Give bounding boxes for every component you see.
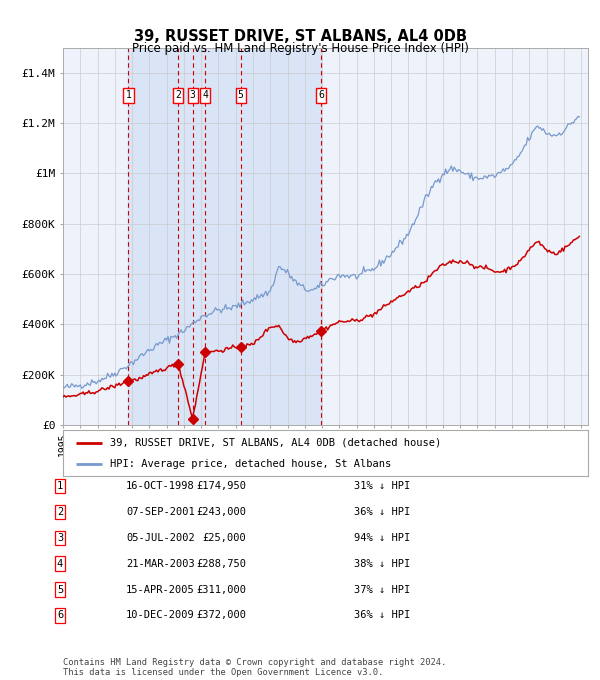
Text: 31% ↓ HPI: 31% ↓ HPI — [354, 481, 410, 491]
Text: 3: 3 — [57, 533, 63, 543]
Text: HPI: Average price, detached house, St Albans: HPI: Average price, detached house, St A… — [110, 460, 392, 469]
Text: £243,000: £243,000 — [196, 507, 246, 517]
Text: £372,000: £372,000 — [196, 611, 246, 620]
Text: 3: 3 — [190, 90, 196, 101]
Text: 16-OCT-1998: 16-OCT-1998 — [126, 481, 195, 491]
Text: Contains HM Land Registry data © Crown copyright and database right 2024.
This d: Contains HM Land Registry data © Crown c… — [63, 658, 446, 677]
Text: £174,950: £174,950 — [196, 481, 246, 491]
Text: 94% ↓ HPI: 94% ↓ HPI — [354, 533, 410, 543]
Text: 07-SEP-2001: 07-SEP-2001 — [126, 507, 195, 517]
Text: 37% ↓ HPI: 37% ↓ HPI — [354, 585, 410, 594]
Text: 6: 6 — [318, 90, 324, 101]
Text: 2: 2 — [175, 90, 181, 101]
Text: £311,000: £311,000 — [196, 585, 246, 594]
Text: 39, RUSSET DRIVE, ST ALBANS, AL4 0DB (detached house): 39, RUSSET DRIVE, ST ALBANS, AL4 0DB (de… — [110, 438, 442, 447]
Text: 2: 2 — [57, 507, 63, 517]
Text: 36% ↓ HPI: 36% ↓ HPI — [354, 507, 410, 517]
Text: 6: 6 — [57, 611, 63, 620]
Text: Price paid vs. HM Land Registry's House Price Index (HPI): Price paid vs. HM Land Registry's House … — [131, 42, 469, 55]
Text: £25,000: £25,000 — [202, 533, 246, 543]
Text: 38% ↓ HPI: 38% ↓ HPI — [354, 559, 410, 568]
Text: 4: 4 — [202, 90, 208, 101]
Text: 5: 5 — [57, 585, 63, 594]
Text: 5: 5 — [238, 90, 244, 101]
Text: 4: 4 — [57, 559, 63, 568]
Text: 39, RUSSET DRIVE, ST ALBANS, AL4 0DB: 39, RUSSET DRIVE, ST ALBANS, AL4 0DB — [133, 29, 467, 44]
Text: 1: 1 — [125, 90, 131, 101]
Text: 21-MAR-2003: 21-MAR-2003 — [126, 559, 195, 568]
Text: 36% ↓ HPI: 36% ↓ HPI — [354, 611, 410, 620]
Bar — [128, 48, 321, 425]
Text: 15-APR-2005: 15-APR-2005 — [126, 585, 195, 594]
Text: 10-DEC-2009: 10-DEC-2009 — [126, 611, 195, 620]
Text: 05-JUL-2002: 05-JUL-2002 — [126, 533, 195, 543]
Text: £288,750: £288,750 — [196, 559, 246, 568]
Text: 1: 1 — [57, 481, 63, 491]
